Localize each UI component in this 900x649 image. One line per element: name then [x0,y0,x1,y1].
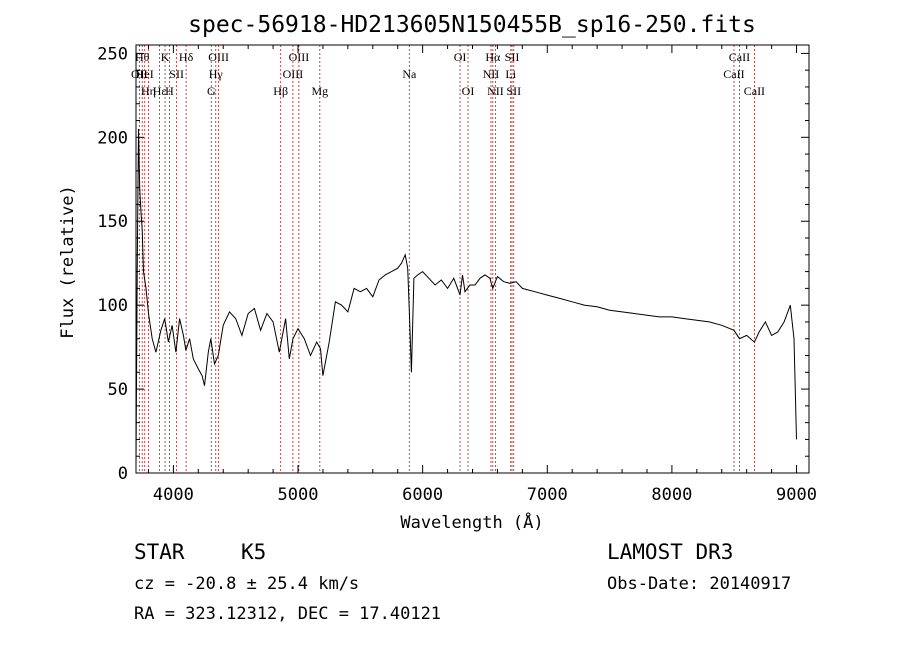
x-tick-label: 8000 [651,485,692,505]
line-marker-label: CaII [729,50,750,64]
y-tick-label: 0 [118,464,128,484]
x-tick-label: 7000 [527,485,568,505]
survey-name: LAMOST DR3 [607,540,733,564]
y-tick-label: 200 [97,128,128,148]
y-tick-label: 250 [97,44,128,64]
y-axis-ticks: 0 50 100 150 200 250 [97,44,809,484]
line-marker-label: Hη [141,84,156,98]
line-marker-label: OIII [208,50,229,64]
spectrum-line [135,128,797,465]
line-marker-label: Na [402,67,417,81]
line-marker-label: Mg [311,84,328,98]
line-marker-label: SII [506,84,521,98]
coordinates: RA = 323.12312, DEC = 17.40121 [134,604,441,624]
line-marker-label: Hθ [135,50,150,64]
line-marker-label: Hα [485,50,501,64]
line-marker-label: OII [131,67,148,81]
y-tick-label: 50 [108,380,128,400]
line-marker-label: NII [487,84,504,98]
line-marker-label: SII [505,50,520,64]
object-class: STAR [134,540,185,564]
spectral-subclass: K5 [241,540,266,564]
observation-date: Obs-Date: 20140917 [607,574,791,594]
line-marker-label: OI [454,50,467,64]
line-marker-label: G [207,84,216,98]
line-marker-label: K [161,50,170,64]
x-tick-label: 9000 [776,485,817,505]
line-marker-label: Hδ [179,50,194,64]
line-marker-label: Hε [153,84,167,98]
line-marker-label: H [165,84,174,98]
line-marker-label: OIII [283,67,304,81]
line-marker-label: SII [169,67,184,81]
plot-frame [135,44,810,474]
line-marker-label: Hγ [209,67,224,81]
line-marker-label: CaII [723,67,744,81]
x-tick-label: 6000 [402,485,443,505]
line-marker-label: CaII [744,84,765,98]
x-axis-ticks: 4000 5000 6000 7000 8000 9000 [147,45,817,505]
line-marker-label: OI [462,84,475,98]
y-axis-label: Flux (relative) [58,185,78,339]
line-marker-label: HeI [136,67,154,81]
chart-title: spec-56918-HD213605N150455B_sp16-250.fit… [188,12,756,38]
line-marker-label: Li [505,67,516,81]
line-marker-label: OIII [289,50,310,64]
redshift-cz: cz = -20.8 ± 25.4 km/s [134,574,359,594]
y-tick-label: 100 [97,296,128,316]
x-tick-label: 5000 [278,485,319,505]
x-tick-label: 4000 [153,485,194,505]
line-marker-label: NII [483,67,500,81]
y-tick-label: 150 [97,212,128,232]
x-axis-label: Wavelength (Å) [400,511,543,533]
spectral-line-markers [138,45,755,473]
line-marker-label: Hβ [273,84,288,98]
